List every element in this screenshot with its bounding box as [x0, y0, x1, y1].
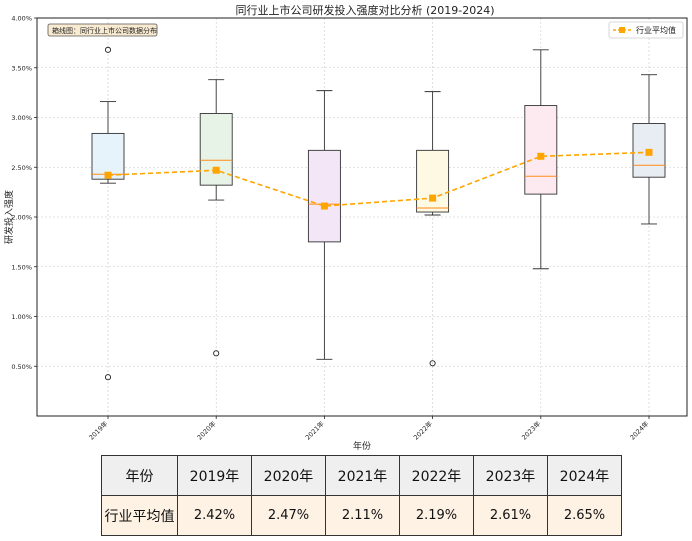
- table-cell: 2.42%: [177, 495, 252, 536]
- mean-point: [429, 194, 437, 202]
- y-tick-label: 2.00%: [11, 214, 32, 222]
- box-body: [416, 149, 450, 213]
- table-header-row: 年份 2019年 2020年 2021年 2022年 2023年 2024年: [101, 455, 622, 496]
- outlier-point: [104, 374, 112, 381]
- mean-point: [212, 166, 220, 174]
- mean-point: [320, 202, 328, 210]
- boxplot-chart: 同行业上市公司研发投入强度对比分析 (2019-2024) 0.50% 1.00%…: [3, 3, 688, 452]
- x-tick-label: 2022年: [411, 419, 434, 442]
- outlier-point: [429, 360, 436, 367]
- table-cell: 2.11%: [325, 495, 400, 536]
- x-tick-label: 2020年: [195, 419, 218, 442]
- x-tick-label: 2024年: [628, 419, 651, 442]
- plot-frame: [36, 17, 688, 417]
- mean-point: [645, 148, 653, 156]
- table-header-cell: 2019年: [177, 455, 252, 496]
- y-tick-label: 3.50%: [11, 64, 32, 72]
- annotation-box: 箱线图：同行业上市公司数据分布: [47, 23, 158, 37]
- box-2022年: [416, 91, 450, 367]
- table-cell: 2.47%: [251, 495, 326, 536]
- y-tick-label: 3.00%: [11, 114, 32, 122]
- box-2021年: [307, 90, 341, 360]
- summary-table: 年份 2019年 2020年 2021年 2022年 2023年 2024年 行…: [101, 455, 622, 536]
- mean-point: [537, 152, 545, 160]
- y-tick-label: 1.50%: [11, 263, 32, 271]
- x-axis-label: 年份: [353, 440, 371, 452]
- box-body: [524, 105, 558, 195]
- box-2023年: [524, 49, 558, 270]
- y-tick-label: 1.00%: [11, 313, 32, 321]
- outlier-point: [213, 350, 220, 357]
- table-cell: 2.61%: [473, 495, 548, 536]
- box-body: [307, 149, 341, 243]
- table-header-cell: 2020年: [251, 455, 326, 496]
- x-axis: 2019年 2020年 2021年 2022年 2023年 2024年: [87, 416, 651, 442]
- legend: 行业平均值: [608, 21, 684, 39]
- grid: [37, 17, 687, 416]
- chart-title: 同行业上市公司研发投入强度对比分析 (2019-2024): [235, 3, 494, 17]
- table-header-cell: 2022年: [399, 455, 474, 496]
- table-row: 行业平均值 2.42% 2.47% 2.11% 2.19% 2.61% 2.65…: [101, 495, 622, 536]
- box-2019年: [91, 46, 125, 381]
- y-tick-label: 4.00%: [11, 15, 32, 23]
- table-cell: 2.65%: [547, 495, 622, 536]
- table-header-cell: 2021年: [325, 455, 400, 496]
- mean-point: [104, 171, 112, 179]
- box-group: [91, 46, 666, 381]
- mean-series: [104, 148, 653, 210]
- x-tick-label: 2019年: [87, 419, 110, 442]
- outlier-point: [104, 46, 112, 53]
- y-axis: 0.50% 1.00% 1.50% 2.00% 2.50% 3.00% 3.50% 4.00%: [11, 15, 37, 371]
- x-tick-label: 2023年: [520, 419, 543, 442]
- box-body: [91, 132, 125, 180]
- table-header-cell: 2024年: [547, 455, 622, 496]
- table-header-cell: 年份: [101, 455, 178, 496]
- table-header-cell: 2023年: [473, 455, 548, 496]
- annotation-text: 箱线图：同行业上市公司数据分布: [52, 26, 157, 35]
- y-tick-label: 0.50%: [11, 363, 32, 371]
- y-tick-label: 2.50%: [11, 164, 32, 172]
- y-axis-label: 研发投入强度: [3, 190, 15, 244]
- x-tick-label: 2021年: [303, 419, 326, 442]
- legend-label: 行业平均值: [636, 25, 676, 35]
- table-cell: 2.19%: [399, 495, 474, 536]
- mean-line: [107, 151, 650, 207]
- legend-marker-icon: [619, 27, 625, 33]
- table-row-label: 行业平均值: [101, 495, 178, 536]
